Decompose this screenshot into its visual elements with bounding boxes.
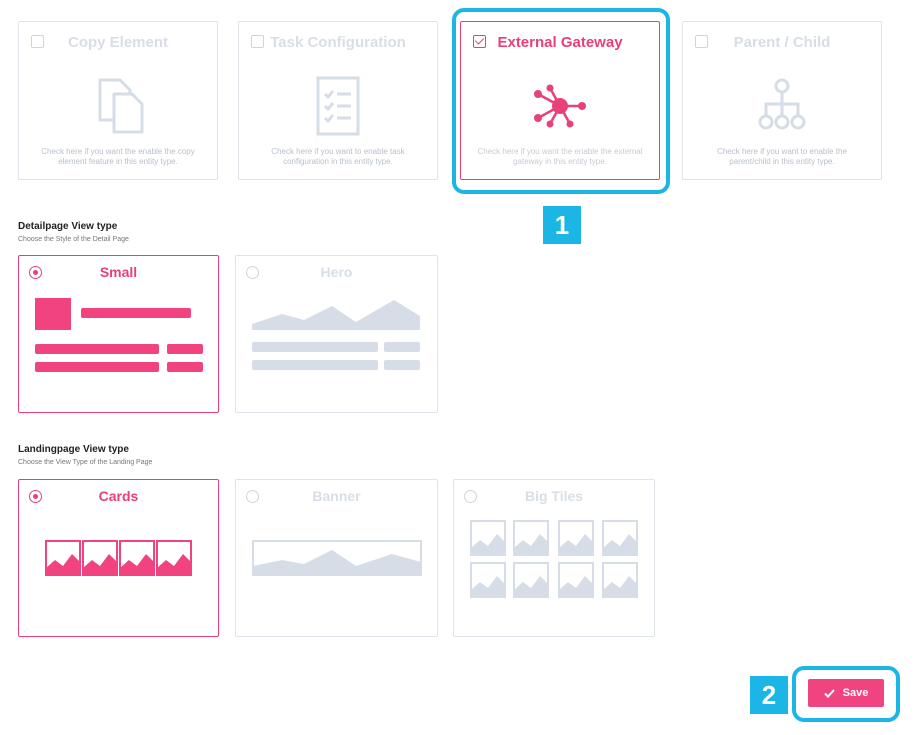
save-button[interactable]: Save <box>808 679 884 707</box>
step-badge-1: 1 <box>543 206 581 244</box>
big-tiles-layout-preview <box>470 520 638 598</box>
copy-icon <box>98 78 144 134</box>
detailpage-section-title: Detailpage View type <box>18 221 118 232</box>
hero-radio[interactable] <box>246 266 259 279</box>
landingpage-section-title: Landingpage View type <box>18 444 129 455</box>
task-configuration-checkbox[interactable] <box>251 35 264 48</box>
small-radio[interactable] <box>29 266 42 279</box>
highlight-box-2 <box>792 666 900 722</box>
feature-title: Parent / Child <box>733 34 831 51</box>
checkmark-icon <box>823 688 835 698</box>
feature-card-copy-element[interactable]: Copy Element Check here if you want the … <box>18 21 218 180</box>
step-badge-2: 2 <box>750 676 788 714</box>
feature-description: Check here if you want the enable the co… <box>41 147 195 166</box>
cards-layout-preview <box>45 540 192 576</box>
feature-card-external-gateway[interactable]: External Gateway Check here if you want … <box>460 21 660 180</box>
feature-title: External Gateway <box>497 34 623 51</box>
task-list-icon <box>316 76 360 136</box>
banner-layout-preview <box>252 540 422 576</box>
banner-radio[interactable] <box>246 490 259 503</box>
view-option-label: Banner <box>312 488 361 504</box>
network-hub-icon <box>534 84 586 128</box>
view-option-label: Small <box>99 264 138 280</box>
small-layout-preview <box>35 298 203 372</box>
cards-radio[interactable] <box>29 490 42 503</box>
view-option-hero[interactable]: Hero <box>235 255 438 413</box>
view-option-label: Cards <box>98 488 139 504</box>
hero-layout-preview <box>252 300 420 370</box>
feature-title: Task Configuration <box>270 34 406 51</box>
copy-element-checkbox[interactable] <box>31 35 44 48</box>
feature-description: Check here if you want to enable the par… <box>717 147 847 166</box>
feature-description: Check here if you want the enable the ex… <box>477 147 643 166</box>
view-option-small[interactable]: Small <box>18 255 219 413</box>
hierarchy-icon <box>758 78 806 130</box>
view-option-label: Hero <box>320 264 353 280</box>
parent-child-checkbox[interactable] <box>695 35 708 48</box>
feature-card-task-configuration[interactable]: Task Configuration Check here if you wan… <box>238 21 438 180</box>
feature-description: Check here if you want to enable task co… <box>271 147 405 166</box>
landingpage-section-subtitle: Choose the View Type of the Landing Page <box>18 459 153 466</box>
view-option-label: Big Tiles <box>524 488 584 504</box>
view-option-cards[interactable]: Cards <box>18 479 219 637</box>
view-option-big-tiles[interactable]: Big Tiles <box>453 479 655 637</box>
big-tiles-radio[interactable] <box>464 490 477 503</box>
external-gateway-checkbox[interactable] <box>473 35 486 48</box>
save-button-label: Save <box>842 687 869 699</box>
view-option-banner[interactable]: Banner <box>235 479 438 637</box>
feature-title: Copy Element <box>67 34 169 51</box>
feature-card-parent-child[interactable]: Parent / Child Check here if you want to… <box>682 21 882 180</box>
detailpage-section-subtitle: Choose the Style of the Detail Page <box>18 236 129 243</box>
highlight-box-1 <box>452 8 670 194</box>
